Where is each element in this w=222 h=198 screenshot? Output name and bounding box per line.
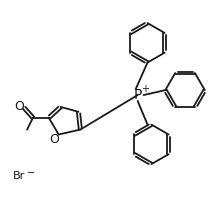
Text: O: O: [14, 100, 24, 113]
Text: −: −: [27, 168, 35, 178]
Text: +: +: [141, 84, 149, 94]
Text: Br: Br: [13, 171, 26, 181]
Text: P: P: [133, 88, 142, 102]
Text: O: O: [49, 133, 59, 146]
